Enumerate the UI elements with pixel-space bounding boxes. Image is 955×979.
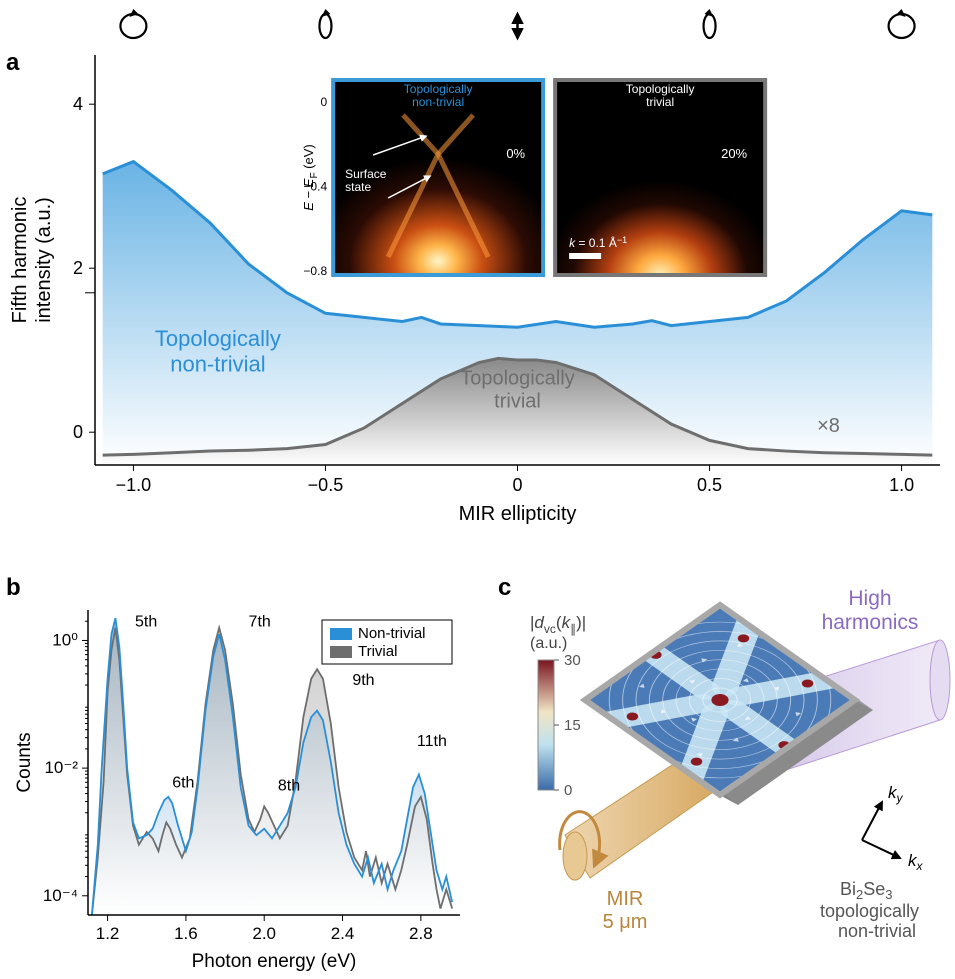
svg-text:2: 2 (73, 258, 83, 278)
svg-text:−1.0: −1.0 (116, 475, 152, 495)
inset-y-tick: −0.8 (303, 264, 327, 278)
svg-text:0: 0 (73, 422, 83, 442)
peak-label: 11th (417, 733, 447, 750)
k-axes (862, 802, 900, 858)
inset-y-tick: 0 (320, 95, 327, 109)
nontrivial-label: Topologicallynon-trivial (155, 326, 281, 376)
inset-nontrivial: Topologicallynon-trivial0%SurfacestateE … (301, 80, 543, 278)
hh-label: Highharmonics (822, 587, 919, 634)
polarization-icon (704, 9, 716, 38)
svg-text:0.5: 0.5 (697, 475, 722, 495)
legend-swatch-trivial (330, 646, 352, 658)
inset-percent: 20% (721, 146, 747, 161)
panel-c-label: c (498, 574, 511, 601)
polarization-icon (889, 9, 915, 38)
colorbar-tick: 0 (564, 782, 572, 799)
svg-text:2.0: 2.0 (252, 924, 276, 943)
colorbar-tick: 30 (564, 652, 581, 669)
svg-text:1.2: 1.2 (96, 924, 120, 943)
colorbar (538, 660, 554, 790)
svg-text:4: 4 (73, 94, 83, 114)
svg-text:2.4: 2.4 (331, 924, 355, 943)
ky-label: ky (888, 783, 904, 805)
legend-trivial: Trivial (358, 643, 397, 660)
inset-percent: 0% (506, 146, 525, 161)
panel-c: Highharmonics MIR5 μm 0 15 30 |dvc(k∥)|(a.u.)… (530, 576, 950, 941)
times8-label: ×8 (817, 415, 840, 437)
svg-text:10⁻⁴: 10⁻⁴ (43, 886, 78, 905)
svg-text:1.6: 1.6 (174, 924, 198, 943)
polarization-icon (319, 9, 331, 38)
y-axis-label: Fifth harmonicintensity (a.u.) (9, 197, 55, 324)
peak-label: 6th (172, 774, 194, 791)
inset-y-tick: −0.4 (303, 179, 327, 193)
x-axis-label: MIR ellipticity (459, 503, 577, 525)
inset-y-label: E − EF (eV) (301, 144, 320, 210)
scale-bar (569, 253, 601, 259)
svg-text:2.8: 2.8 (409, 924, 433, 943)
panel-a-label: a (6, 49, 20, 76)
dvc-label: |dvc(k∥)| (530, 613, 586, 636)
mir-wavelength: 5 μm (603, 911, 648, 933)
peak-label: 5th (135, 613, 157, 630)
peak-label: 8th (278, 777, 300, 794)
polarization-icon (120, 9, 146, 38)
au-label: (a.u.) (530, 635, 567, 652)
svg-text:10⁰: 10⁰ (52, 630, 78, 649)
mir-label: MIR (607, 888, 644, 910)
inset-trivial: Topologicallytrivial20%k = 0.1 Å−1 (555, 80, 765, 275)
legend-nontrivial: Non-trivial (358, 625, 426, 642)
panel-b: 1.2 1.6 2.0 2.4 2.8 10⁻⁴ 10⁻² 10⁰ Photon energy … (14, 610, 460, 972)
legend-swatch-nontrivial (330, 628, 352, 640)
svg-text:10⁻²: 10⁻² (44, 758, 78, 777)
sample-label: Bi2Se3topologicallynon-trivial (820, 879, 919, 941)
peak-label: 9th (352, 672, 374, 689)
x-axis-label: Photon energy (eV) (192, 951, 357, 972)
peak-label: 7th (249, 613, 271, 630)
kx-label: kx (908, 851, 924, 873)
svg-text:0: 0 (512, 475, 522, 495)
inset-title: Topologicallynon-trivial (404, 82, 473, 109)
svg-text:−0.5: −0.5 (308, 475, 344, 495)
colorbar-tick: 15 (564, 717, 581, 734)
svg-text:1.0: 1.0 (889, 475, 914, 495)
panel-a: −1.0 −0.5 0 0.5 1.0 0 2 4 MIR ellipticity Fifth h… (9, 9, 940, 525)
y-axis-label: Counts (14, 732, 35, 792)
panel-b-label: b (6, 574, 21, 601)
